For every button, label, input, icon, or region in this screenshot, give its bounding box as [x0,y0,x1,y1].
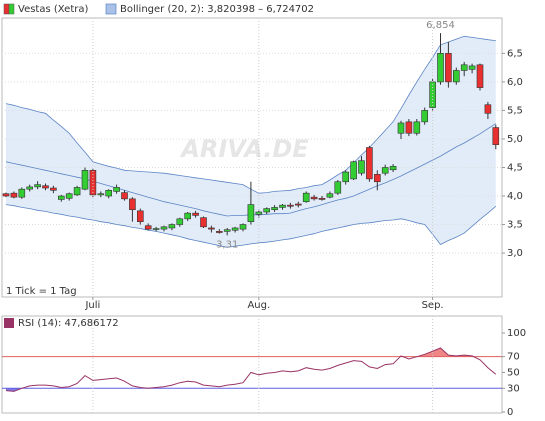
candle-body [342,171,350,183]
x-tick-label: Sep. [422,300,444,311]
candle-body [484,104,492,114]
candle-body [192,212,199,216]
candle-body [279,204,286,208]
legend-icon-bollinger [105,3,117,15]
candle-body [137,210,144,222]
candle-body [184,212,191,220]
annotation: 6,854 [426,20,455,31]
candle-body [129,198,136,211]
y-tick-label: 6,0 [507,77,523,88]
candle-body [271,207,278,211]
threshold-fill [6,347,496,357]
candle-body [97,193,105,196]
candle-body [389,166,397,171]
candle-body [358,160,365,174]
candle-body [247,204,255,222]
candle-body [121,192,128,200]
y-tick-label: 0 [507,407,513,418]
candle-body [452,70,460,83]
legend-icon-up [8,3,15,15]
y-tick-label: 5,0 [507,134,523,145]
candle-body [168,224,176,229]
legend-icon-rsi [4,318,14,328]
candle-body [176,218,184,225]
candle-body [160,226,168,230]
candle-body [460,64,468,71]
y-tick-label: 6,5 [507,48,523,59]
candle-body [73,187,81,196]
candle-body [476,64,484,88]
candle-body [208,227,215,230]
candle-body [239,224,247,230]
watermark: ARIVA.DE [179,135,309,163]
annotation: 3,31 [216,239,238,250]
bollinger-lower [5,204,497,248]
candle-body [89,170,97,196]
candle-body [294,203,302,206]
candle-body [381,167,389,174]
candle-body [326,193,334,198]
candle-body [2,193,10,197]
tick-note: 1 Tick = 1 Tag [6,286,77,297]
candle-body [413,121,421,134]
candle-body [26,186,34,190]
candle-body [310,196,318,200]
rsi-panel [1,315,503,414]
candle-body [421,110,429,123]
candle-body [263,208,271,213]
y-tick-label: 50 [507,367,520,378]
y-tick-label: 70 [507,352,520,363]
candle-body [287,204,294,207]
candle-body [34,184,41,188]
candle-body [65,193,73,199]
candle-body [429,81,436,108]
candle-body [144,225,152,230]
candle-body [334,181,342,194]
candle-body [200,217,207,228]
y-tick-label: 4,5 [507,162,523,173]
candle-body [231,227,239,231]
candle-body [350,161,357,180]
candle-body [366,147,373,180]
candle-body [223,229,231,232]
candle-body [318,197,326,200]
candle-body [468,65,476,70]
candle-body [405,121,413,134]
legend-entry: Bollinger (20, 2): 3,820398 – 6,724702 [120,4,314,15]
candle-body [18,188,26,198]
rsi-line [5,347,497,392]
x-tick-label: Juli [84,300,100,311]
candle-body [445,53,452,83]
candle-body [10,192,18,198]
candle-body [152,228,160,230]
legend-entry: RSI (14): 47,686172 [18,318,119,329]
y-tick-label: 4,0 [507,191,523,202]
candle-body [81,170,89,190]
candle-body [373,174,381,183]
candle-body [42,185,49,189]
y-tick-label: 3,0 [507,248,523,259]
band-fill [6,36,496,248]
candle-body [397,122,405,134]
candle-body [216,231,223,233]
y-tick-label: 5,5 [507,105,523,116]
candle-body [492,127,500,145]
candle-body [302,192,310,203]
candle-body [105,190,112,197]
candle-body [437,53,444,83]
x-tick-label: Aug. [247,300,270,311]
y-tick-label: 30 [507,383,520,394]
candle-body [50,187,57,191]
y-tick-label: 3,5 [507,220,523,231]
legend-entry: Vestas (Xetra) [18,4,88,15]
candle-body [113,187,120,192]
candle-body [57,195,65,200]
y-tick-label: 100 [507,328,526,339]
legend-icon-down [3,3,10,15]
